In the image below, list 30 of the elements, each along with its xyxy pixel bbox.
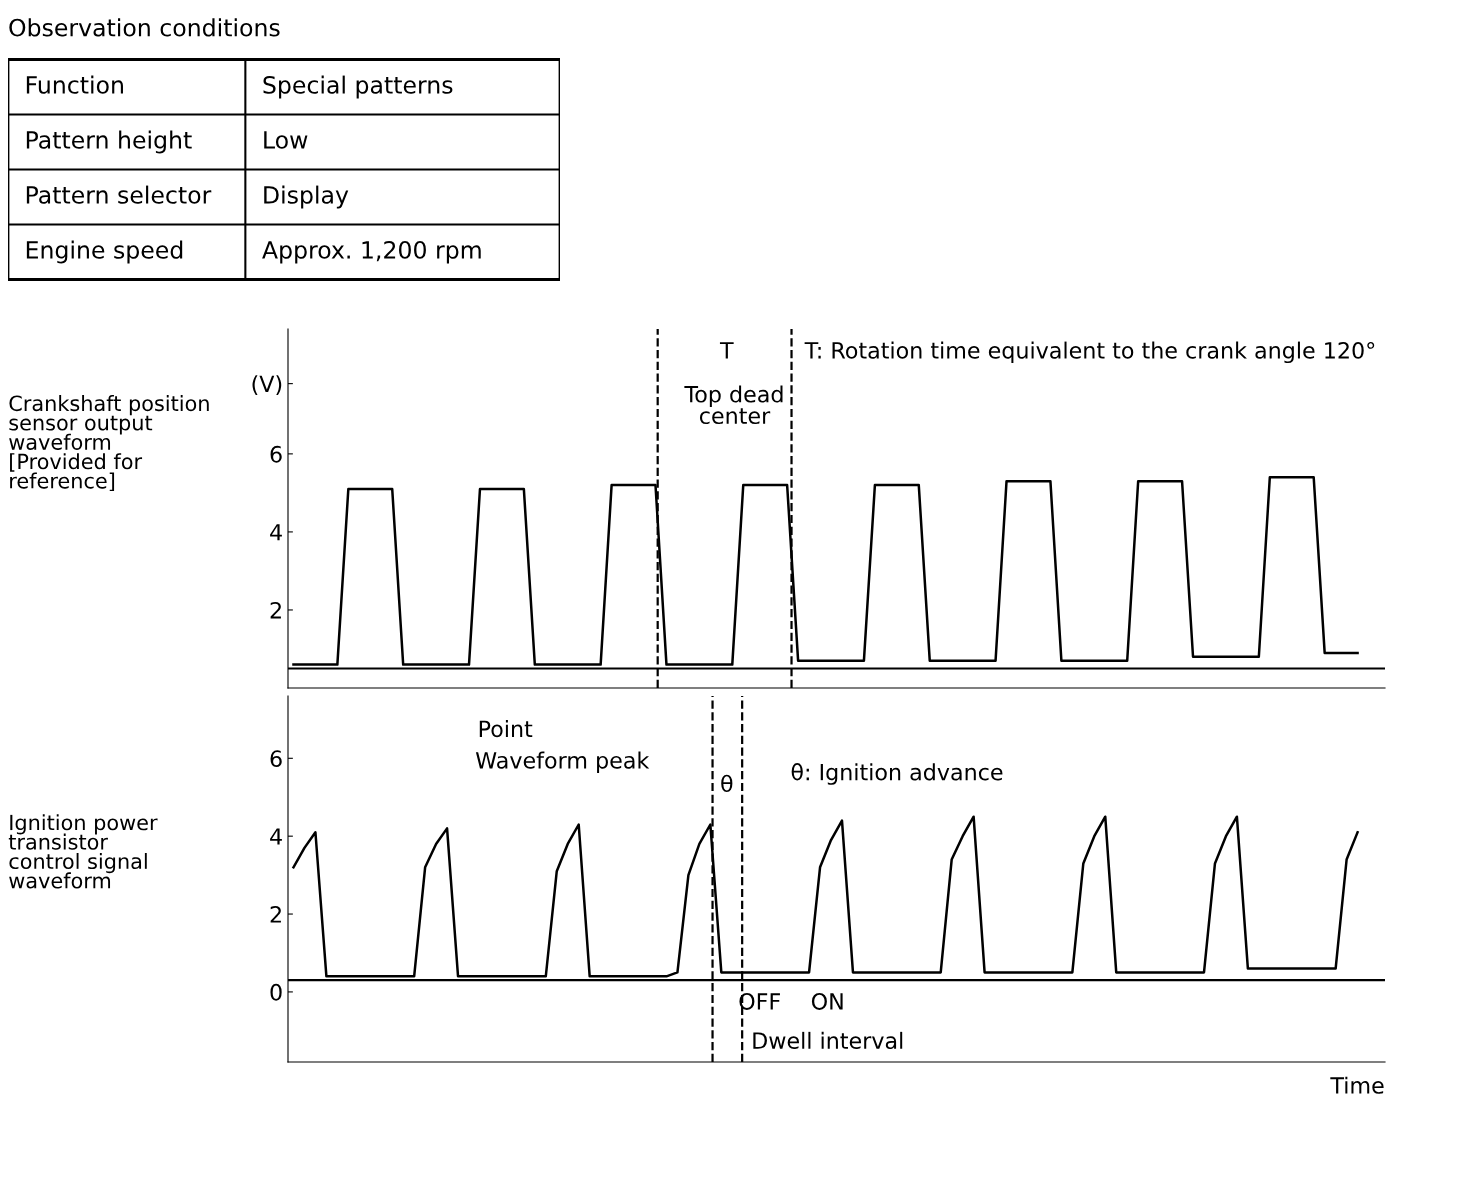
annotation: θ: Ignition advance [791, 763, 1003, 785]
text: Pattern selector [26, 185, 212, 204]
annotation: OFF [739, 993, 780, 1010]
annotation: Top dead center [684, 385, 783, 425]
text: Approx. 1,200 rpm [262, 240, 481, 264]
y-tick-label: 0 [270, 983, 282, 1001]
x-axis-title: Time [1330, 1076, 1384, 1094]
text: Pattern height [26, 130, 192, 154]
y-tick-label: 6 [270, 445, 282, 463]
text: Low [264, 131, 308, 149]
y-tick-label: 2 [270, 601, 281, 619]
annotation: ON [811, 993, 843, 1010]
y-tick-label: 4 [270, 828, 282, 845]
text: Function [26, 75, 123, 94]
annotation: Point [479, 720, 533, 738]
y-axis-title: Ignition power transistor control signal waveform [8, 814, 158, 889]
text: Observation conditions [9, 18, 280, 37]
annotation: T: Rotation time equivalent to the crank angle 120° [804, 341, 1375, 364]
y-axis-title: Crankshaft position sensor output waveform [Provided for reference] [9, 395, 209, 492]
annotation: Waveform peak [475, 751, 650, 773]
text: Engine speed [26, 240, 183, 264]
y-tick-label: 2 [270, 905, 281, 923]
y-tick-label: 4 [270, 524, 282, 541]
annotation: Dwell interval [753, 1031, 903, 1050]
y-tick-label: (V) [252, 375, 282, 395]
annotation: θ [721, 774, 733, 793]
annotation: T [719, 342, 734, 359]
text: Display [264, 185, 349, 209]
text: Special patterns [263, 75, 453, 99]
y-tick-label: 6 [270, 750, 282, 768]
